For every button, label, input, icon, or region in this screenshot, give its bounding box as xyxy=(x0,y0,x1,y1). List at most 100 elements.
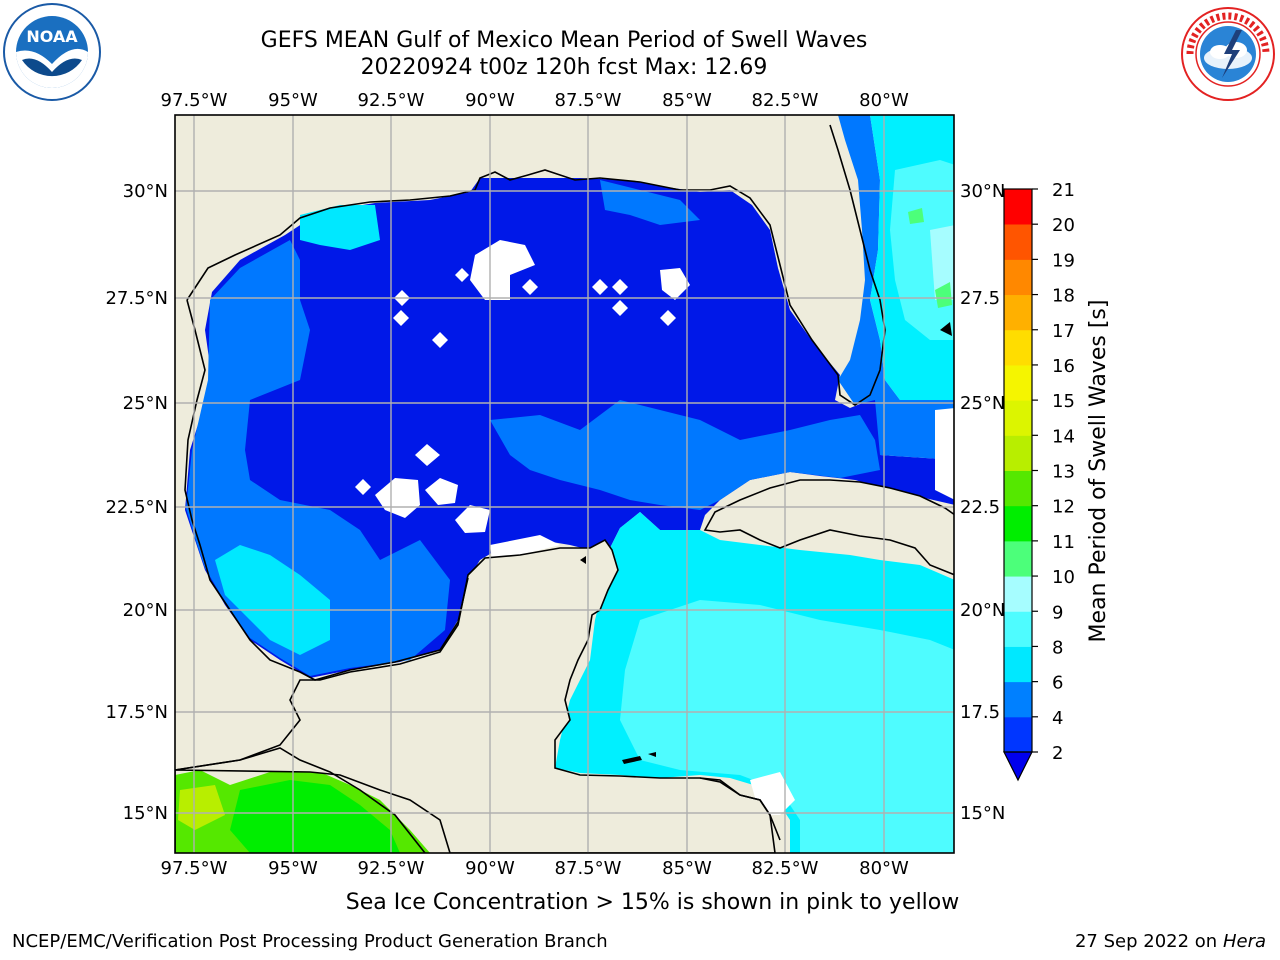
lat-label-right: 22.5 xyxy=(960,497,1000,518)
colorbar-tick-label: 20 xyxy=(1052,215,1075,236)
footer-date: 27 Sep 2022 on xyxy=(1074,931,1218,952)
colorbar-tick-label: 4 xyxy=(1052,708,1063,729)
shelf-band-east xyxy=(838,115,954,460)
nodata-patch-15 xyxy=(455,268,469,282)
footer-timestamp: 27 Sep 2022 on Hera xyxy=(1075,931,1266,952)
lat-label-left: 30°N xyxy=(123,181,168,202)
nodata-patch-16 xyxy=(522,279,538,295)
lon-label-bottom: 80°W xyxy=(859,858,909,879)
island-2 xyxy=(648,752,656,757)
colorbar-segment xyxy=(1004,435,1032,471)
colorbar-tick-label: 19 xyxy=(1052,250,1075,271)
colorbar-tick-label: 16 xyxy=(1052,356,1075,377)
nodata-patch-2 xyxy=(375,478,420,518)
colorbar-tick-label: 9 xyxy=(1052,602,1063,623)
lat-label-left: 15°N xyxy=(123,803,168,824)
colorbar-tick-label: 8 xyxy=(1052,637,1063,658)
nodata-patch-4 xyxy=(455,505,490,533)
nodata-patch-9 xyxy=(592,279,608,295)
colorbar-extend-triangle xyxy=(1003,751,1033,782)
lon-label-top: 95°W xyxy=(268,90,318,111)
nodata-patch-6 xyxy=(355,479,371,495)
lat-label-left: 20°N xyxy=(123,600,168,621)
pacific-yellowgreen-patch xyxy=(178,785,225,830)
lon-labels-bottom: 97.5°W 95°W 92.5°W 90°W 87.5°W 85°W 82.5… xyxy=(161,858,909,879)
lat-label-left: 22.5°N xyxy=(105,497,168,518)
caribbean-lightcyan-region xyxy=(620,600,954,853)
colorbar-tick-label: 2 xyxy=(1052,743,1063,764)
atlantic-paleblue-patch xyxy=(930,225,954,300)
nodata-patch-7 xyxy=(432,332,448,348)
lon-label-bottom: 95°W xyxy=(268,858,318,879)
lat-label-right: 30°N xyxy=(960,181,1005,202)
lat-label-left: 27.5°N xyxy=(105,288,168,309)
colorbar-segment xyxy=(1004,329,1032,366)
colorbar-segment xyxy=(1004,364,1032,401)
colorbar-tick-label: 15 xyxy=(1052,391,1075,412)
island-3 xyxy=(580,556,586,564)
lat-label-left: 17.5°N xyxy=(105,702,168,723)
texas-cyan-patch xyxy=(300,205,380,250)
campeche-cyan-patch xyxy=(215,545,330,655)
honduras-coastline xyxy=(699,777,781,841)
nodata-patch-13 xyxy=(393,310,409,326)
lon-label-top: 90°W xyxy=(465,90,515,111)
lon-label-top: 92.5°W xyxy=(358,90,425,111)
lon-label-bottom: 85°W xyxy=(662,858,712,879)
noaa-logo: NOAA xyxy=(2,2,102,102)
colorbar-segment xyxy=(1004,400,1032,436)
lon-label-top: 97.5°W xyxy=(161,90,228,111)
pacific-bright-green-region xyxy=(230,780,400,853)
colorbar-segment xyxy=(1004,294,1032,331)
colorbar-tick-label: 6 xyxy=(1052,673,1063,694)
atlantic-green-patch xyxy=(935,282,952,308)
nodata-patch-19 xyxy=(490,535,560,560)
colorbar-segment xyxy=(1004,470,1032,507)
lat-label-right: 27.5 xyxy=(960,288,1000,309)
colorbar-segment xyxy=(1004,259,1032,296)
colorbar-tick-label: 21 xyxy=(1052,180,1075,201)
lat-label-right: 25°N xyxy=(960,393,1005,414)
colorbar-label: Mean Period of Swell Waves [s] xyxy=(1086,300,1111,643)
island-4 xyxy=(940,322,952,336)
sea-ice-note: Sea Ice Concentration > 15% is shown in … xyxy=(345,890,960,915)
colorbar-segment xyxy=(1004,540,1032,577)
lon-label-bottom: 82.5°W xyxy=(752,858,819,879)
lon-label-top: 85°W xyxy=(662,90,712,111)
colorbar-segment xyxy=(1004,716,1032,753)
island-1 xyxy=(622,756,642,764)
colorbar-tick-label: 14 xyxy=(1052,426,1075,447)
nws-logo xyxy=(1180,6,1276,102)
map-frame xyxy=(174,114,955,854)
footer-host: Hera xyxy=(1222,931,1266,952)
colorbar-segment xyxy=(1004,224,1032,260)
lat-label-left: 25°N xyxy=(123,393,168,414)
nodata-patch-11 xyxy=(612,300,628,316)
chart-title: GEFS MEAN Gulf of Mexico Mean Period of … xyxy=(260,28,868,53)
colorbar: 2 4 6 8 9 10 11 12 13 14 15 16 17 18 19 20 21 xyxy=(1003,180,1075,782)
graticule xyxy=(175,115,954,853)
lat-label-right: 20°N xyxy=(960,600,1005,621)
lon-label-bottom: 87.5°W xyxy=(555,858,622,879)
noaa-logo-text: NOAA xyxy=(26,27,78,46)
nodata-patch-17 xyxy=(935,408,954,500)
lat-label-right: 17.5 xyxy=(960,702,1000,723)
lon-label-bottom: 90°W xyxy=(465,858,515,879)
nodata-patch-8 xyxy=(660,268,690,300)
pacific-coastline xyxy=(175,747,426,853)
nodata-patch-3 xyxy=(425,478,458,505)
lat-labels-right: 30°N 27.5 25°N 22.5 20°N 17.5 15°N xyxy=(960,181,1005,824)
lon-label-top: 82.5°W xyxy=(752,90,819,111)
colorbar-segment xyxy=(1004,611,1032,647)
colorbar-segment xyxy=(1004,646,1032,683)
lon-label-top: 80°W xyxy=(859,90,909,111)
lon-labels-top: 97.5°W 95°W 92.5°W 90°W 87.5°W 85°W 82.5… xyxy=(161,90,909,111)
nodata-patch-12 xyxy=(660,310,676,326)
nodata-patch-10 xyxy=(612,279,628,295)
nodata-patch-5 xyxy=(415,444,440,466)
nodata-patch-1 xyxy=(470,240,535,300)
lat-label-right: 15°N xyxy=(960,803,1005,824)
colorbar-segment xyxy=(1004,505,1032,542)
